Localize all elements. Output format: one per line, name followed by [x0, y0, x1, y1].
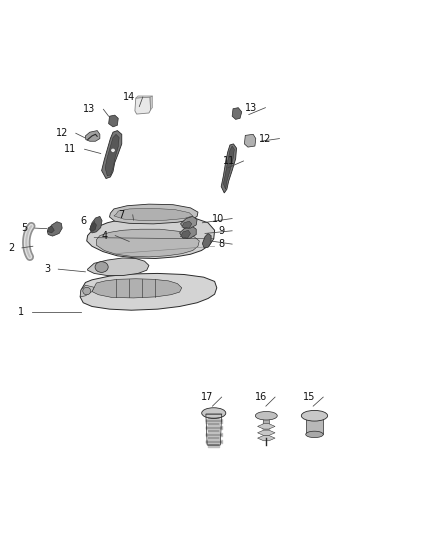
Polygon shape — [80, 273, 217, 310]
Polygon shape — [232, 108, 242, 119]
Polygon shape — [221, 144, 237, 193]
Polygon shape — [85, 131, 100, 141]
Polygon shape — [151, 96, 152, 110]
Text: 9: 9 — [218, 226, 224, 236]
Ellipse shape — [301, 410, 328, 421]
Text: 13: 13 — [245, 103, 258, 112]
Polygon shape — [180, 230, 191, 238]
Polygon shape — [180, 226, 196, 238]
Polygon shape — [102, 131, 122, 179]
Polygon shape — [47, 222, 62, 236]
Ellipse shape — [201, 408, 226, 418]
Polygon shape — [87, 215, 215, 259]
Ellipse shape — [306, 431, 323, 438]
Polygon shape — [90, 216, 102, 233]
Polygon shape — [306, 416, 323, 434]
Text: 15: 15 — [303, 392, 315, 402]
Text: 17: 17 — [201, 392, 214, 402]
Polygon shape — [88, 258, 149, 276]
Polygon shape — [258, 430, 275, 435]
Text: 4: 4 — [101, 231, 107, 240]
Polygon shape — [92, 279, 182, 298]
Polygon shape — [258, 435, 275, 441]
Text: 6: 6 — [81, 216, 87, 226]
Polygon shape — [182, 221, 192, 228]
Polygon shape — [244, 134, 256, 147]
Text: 13: 13 — [83, 104, 95, 114]
Polygon shape — [96, 229, 199, 257]
Text: 14: 14 — [123, 92, 135, 102]
Ellipse shape — [255, 411, 277, 420]
Text: 3: 3 — [44, 264, 50, 274]
Polygon shape — [135, 97, 151, 114]
Text: 11: 11 — [64, 144, 77, 154]
Polygon shape — [90, 222, 96, 231]
Polygon shape — [180, 216, 197, 228]
Ellipse shape — [95, 262, 108, 272]
Ellipse shape — [111, 148, 115, 152]
Text: 11: 11 — [223, 156, 236, 166]
Polygon shape — [258, 424, 275, 429]
Polygon shape — [47, 226, 54, 233]
Polygon shape — [136, 96, 152, 98]
Polygon shape — [109, 115, 118, 127]
Text: 16: 16 — [255, 392, 267, 402]
Text: 10: 10 — [212, 214, 224, 223]
Polygon shape — [80, 285, 94, 297]
Text: 7: 7 — [119, 210, 125, 220]
Polygon shape — [202, 233, 211, 248]
Polygon shape — [110, 204, 198, 224]
Text: 12: 12 — [259, 134, 272, 143]
Polygon shape — [223, 146, 234, 189]
Polygon shape — [105, 134, 119, 176]
Ellipse shape — [83, 287, 91, 295]
Text: 5: 5 — [21, 223, 27, 233]
Text: 8: 8 — [218, 239, 224, 249]
Polygon shape — [263, 416, 270, 429]
Text: 2: 2 — [8, 243, 14, 253]
Polygon shape — [114, 208, 193, 221]
Text: 12: 12 — [56, 128, 68, 138]
Text: 1: 1 — [18, 307, 24, 317]
